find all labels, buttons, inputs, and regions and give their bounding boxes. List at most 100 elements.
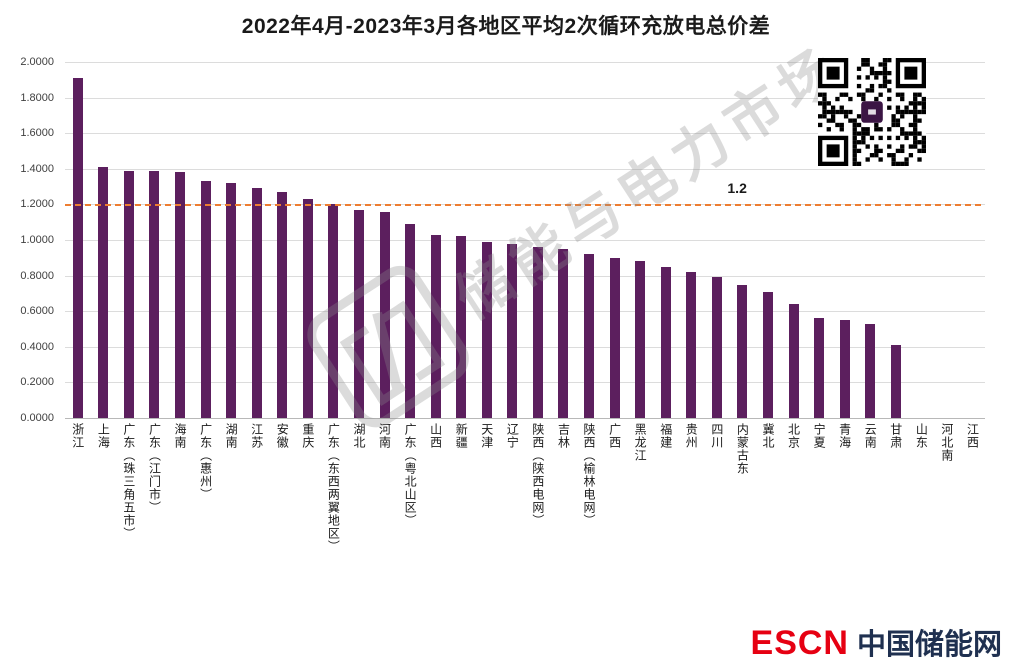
bar <box>72 78 83 418</box>
x-axis-label: 四川 <box>709 423 724 449</box>
x-axis-label: 海南 <box>173 423 188 449</box>
bar <box>814 318 825 418</box>
bar <box>584 254 595 418</box>
bar-slot <box>270 62 296 418</box>
y-tick-label: 0.0000 <box>20 412 54 424</box>
bar <box>635 261 646 418</box>
bar-slot <box>832 62 858 418</box>
x-axis-label: 上海 <box>96 423 111 449</box>
bar <box>609 257 620 418</box>
bar-slot <box>65 62 91 418</box>
bar <box>328 204 339 418</box>
bar-slot <box>346 62 372 418</box>
bar-slot <box>423 62 449 418</box>
x-label-slot: 北京 <box>781 423 807 633</box>
chart-title: 2022年4月-2023年3月各地区平均2次循环充放电总价差 <box>241 15 771 38</box>
bar-slot <box>704 62 730 418</box>
y-axis: 0.0000 0.2000 0.4000 0.6000 0.8000 1.0000 1.20… <box>0 56 58 424</box>
bar-slot <box>602 62 628 418</box>
x-label-slot: 海南 <box>167 423 193 633</box>
bar <box>226 183 237 418</box>
bar <box>302 199 313 418</box>
x-axis-label: 广东（惠州） <box>198 423 213 501</box>
x-label-slot: 广东（珠三角五市） <box>116 423 142 633</box>
x-axis-label: 北京 <box>786 423 801 449</box>
bar-slot <box>218 62 244 418</box>
x-axis-label: 福建 <box>658 423 673 449</box>
x-label-slot: 辽宁 <box>500 423 526 633</box>
bar-slot <box>193 62 219 418</box>
x-label-slot: 内蒙古东 <box>730 423 756 633</box>
x-label-slot: 天津 <box>474 423 500 633</box>
qr-code-icon <box>818 58 926 166</box>
bar <box>788 304 799 418</box>
x-label-slot: 上海 <box>91 423 117 633</box>
brand-logo: ESCN 中国储能网 <box>751 621 1002 663</box>
bar-slot <box>244 62 270 418</box>
bar-slot <box>321 62 347 418</box>
x-axis-label: 浙江 <box>70 423 85 449</box>
x-label-slot: 江西 <box>960 423 986 633</box>
bar <box>175 172 186 418</box>
x-label-slot: 广西 <box>602 423 628 633</box>
x-label-slot: 浙江 <box>65 423 91 633</box>
x-axis-label: 贵州 <box>684 423 699 449</box>
bar-slot <box>397 62 423 418</box>
bar-slot <box>576 62 602 418</box>
x-label-slot: 甘肃 <box>883 423 909 633</box>
x-label-slot: 广东（江门市） <box>142 423 168 633</box>
x-axis-labels: 浙江 上海 广东（珠三角五市） 广东（江门市） 海南 广东（惠州） 湖南 江苏 安徽 重庆 广东（东… <box>65 423 985 633</box>
x-label-slot: 河南 <box>372 423 398 633</box>
bar <box>430 234 441 418</box>
x-axis-label: 宁夏 <box>812 423 827 449</box>
bar <box>532 247 543 418</box>
x-label-slot: 广东（粤北山区） <box>397 423 423 633</box>
gridline <box>65 168 985 170</box>
reference-line-label: 1.2 <box>727 180 747 197</box>
bar <box>711 277 722 418</box>
y-tick-label: 1.4000 <box>20 162 54 175</box>
y-tick-label: 1.2000 <box>20 198 54 211</box>
bar <box>149 170 160 418</box>
x-axis-label: 山东 <box>914 423 929 449</box>
brand-escn-text: ESCN <box>750 624 849 662</box>
bar <box>456 236 467 418</box>
x-label-slot: 新疆 <box>448 423 474 633</box>
bar-slot <box>806 62 832 418</box>
gridline <box>65 418 985 419</box>
bar-slot <box>730 62 756 418</box>
x-axis-label: 辽宁 <box>505 423 520 449</box>
x-axis-label: 云南 <box>863 423 878 449</box>
gridline <box>65 346 985 348</box>
bars <box>65 62 985 418</box>
bar <box>98 167 109 418</box>
x-axis-label: 广西 <box>607 423 622 449</box>
y-tick-label: 0.2000 <box>20 376 54 389</box>
x-axis-label: 广东（东西两翼地区） <box>326 423 341 553</box>
gridline <box>65 133 985 135</box>
x-axis-label: 安徽 <box>275 423 290 449</box>
x-label-slot: 广东（惠州） <box>193 423 219 633</box>
x-label-slot: 山东 <box>909 423 935 633</box>
x-axis-label: 山西 <box>428 423 443 449</box>
x-label-slot: 黑龙江 <box>627 423 653 633</box>
y-tick-label: 2.0000 <box>20 56 54 68</box>
x-axis-label: 甘肃 <box>888 423 903 449</box>
y-tick-label: 1.6000 <box>20 127 54 140</box>
bar-slot <box>653 62 679 418</box>
bar <box>277 191 288 418</box>
bar-slot <box>781 62 807 418</box>
bar-slot <box>755 62 781 418</box>
bar-slot <box>525 62 551 418</box>
gridline <box>65 62 985 63</box>
bar-slot <box>857 62 883 418</box>
reference-line <box>65 204 985 207</box>
y-tick-label: 0.8000 <box>20 269 54 282</box>
x-axis-label: 吉林 <box>556 423 571 449</box>
x-label-slot: 青海 <box>832 423 858 633</box>
bar <box>686 272 697 418</box>
x-axis-label: 湖南 <box>224 423 239 449</box>
x-label-slot: 云南 <box>857 423 883 633</box>
bar <box>200 181 211 418</box>
x-axis-label: 湖北 <box>351 423 366 449</box>
